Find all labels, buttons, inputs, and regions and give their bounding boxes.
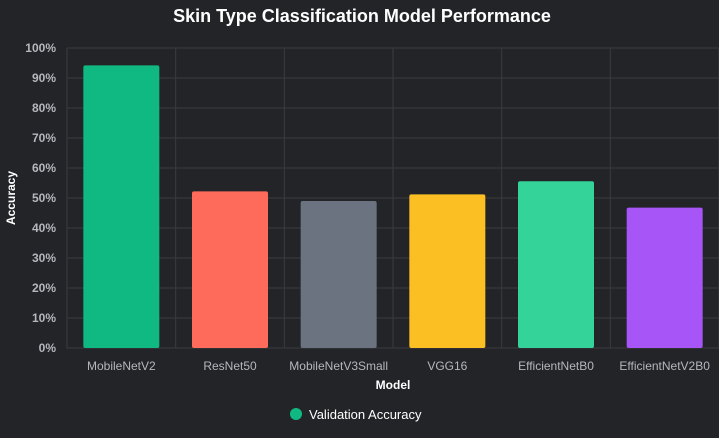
y-tick-label: 0% bbox=[39, 341, 57, 355]
bar-efficientnetb0[interactable] bbox=[518, 181, 594, 348]
bar-mobilenetv3small[interactable] bbox=[300, 201, 377, 348]
y-axis-title: Accuracy bbox=[4, 171, 18, 225]
x-tick-label: VGG16 bbox=[427, 359, 467, 373]
x-tick-label: MobileNetV2 bbox=[87, 359, 156, 373]
y-tick-label: 10% bbox=[32, 311, 56, 325]
x-tick-label: ResNet50 bbox=[203, 359, 257, 373]
chart-title: Skin Type Classification Model Performan… bbox=[173, 6, 551, 26]
bar-efficientnetv2b0[interactable] bbox=[626, 207, 703, 348]
y-tick-label: 40% bbox=[32, 221, 56, 235]
y-tick-label: 70% bbox=[32, 131, 56, 145]
y-tick-label: 80% bbox=[32, 101, 56, 115]
x-tick-label: MobileNetV3Small bbox=[289, 359, 388, 373]
y-tick-label: 20% bbox=[32, 281, 56, 295]
y-tick-label: 90% bbox=[32, 71, 56, 85]
legend[interactable]: Validation Accuracy bbox=[290, 407, 422, 422]
x-axis-title: Model bbox=[376, 378, 411, 392]
y-tick-label: 50% bbox=[32, 191, 56, 205]
y-axis-ticks: 0% 10% 20% 30% 40% 50% 60% 70% 80% 90% 100% bbox=[25, 41, 56, 355]
bars bbox=[83, 65, 703, 349]
y-tick-label: 60% bbox=[32, 161, 56, 175]
y-tick-label: 100% bbox=[25, 41, 56, 55]
grid-lines bbox=[66, 47, 719, 349]
legend-swatch bbox=[290, 408, 302, 420]
legend-label: Validation Accuracy bbox=[309, 407, 422, 422]
bar-mobilenetv2[interactable] bbox=[83, 65, 160, 349]
y-tick-label: 30% bbox=[32, 251, 56, 265]
bar-resnet50[interactable] bbox=[192, 191, 268, 348]
bar-vgg16[interactable] bbox=[409, 194, 486, 348]
x-tick-label: EfficientNetB0 bbox=[518, 359, 594, 373]
x-tick-label: EfficientNetV2B0 bbox=[619, 359, 710, 373]
x-axis-ticks: MobileNetV2 ResNet50 MobileNetV3Small VGG16… bbox=[87, 359, 710, 373]
